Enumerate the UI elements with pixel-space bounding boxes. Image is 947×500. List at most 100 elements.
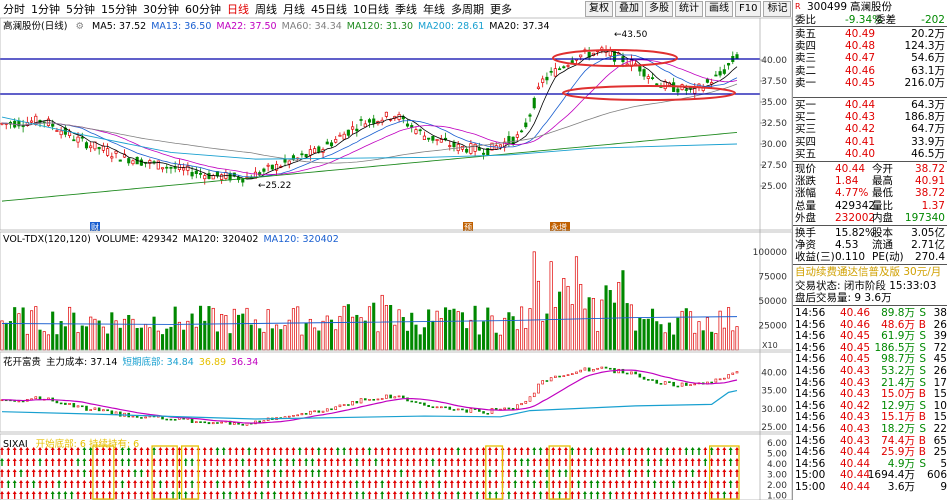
sixai-arrow [272, 491, 277, 499]
period-tab-4[interactable]: 30分钟 [143, 2, 179, 16]
event-marker-label: 财 [91, 222, 99, 232]
sixai-arrow [449, 458, 454, 466]
sixai-arrow [348, 469, 353, 477]
sixai-arrow [139, 447, 144, 455]
event-marker [550, 222, 570, 231]
sixai-arrow [57, 458, 62, 466]
sixai-arrow [418, 469, 423, 477]
sixai-arrow [513, 469, 518, 477]
candle [515, 134, 519, 138]
period-tab-9[interactable]: 45日线 [311, 2, 347, 16]
sixai-arrow [595, 491, 600, 499]
sixai-arrow [354, 480, 359, 488]
sixai-arrow [272, 469, 277, 477]
quote-cell: 46.5万 [911, 147, 945, 160]
main-y-tick: 30.00 [761, 140, 787, 150]
period-tab-3[interactable]: 15分钟 [101, 2, 137, 16]
sixai-arrow [25, 480, 30, 488]
sixai-arrow [310, 447, 315, 455]
candle [608, 50, 612, 57]
sixai-arrow [601, 458, 606, 466]
period-tab-7[interactable]: 周线 [255, 2, 277, 16]
toolbar-button-5[interactable]: F10 [735, 1, 762, 17]
volume-bar [562, 278, 566, 351]
indicator-candle [169, 418, 173, 421]
period-tab-12[interactable]: 年线 [423, 2, 445, 16]
toolbar-button-2[interactable]: 多股 [645, 1, 673, 17]
toolbar-button-1[interactable]: 叠加 [615, 1, 643, 17]
sixai-arrow [557, 469, 562, 477]
candle [160, 167, 165, 170]
indicator-candle [625, 372, 629, 375]
main-chart-title: 高澜股份(日线) [3, 21, 68, 32]
sixai-arrow [0, 469, 4, 477]
highlight-ellipse-top [552, 49, 678, 67]
sixai-arrow [82, 469, 87, 477]
period-tab-5[interactable]: 60分钟 [185, 2, 221, 16]
period-tab-10[interactable]: 10日线 [353, 2, 389, 16]
indicator-candle [714, 378, 718, 383]
sixai-arrow [525, 480, 530, 488]
short-bottom-line [1, 389, 738, 420]
toolbar-button-6[interactable]: 标记 [763, 1, 792, 17]
period-tab-8[interactable]: 月线 [283, 2, 305, 16]
toolbar-button-4[interactable]: 画线 [705, 1, 733, 17]
indicator-candle [89, 409, 93, 411]
sixai-arrow [481, 447, 486, 455]
sixai-arrow [304, 469, 309, 477]
toolbar-button-0[interactable]: 复权 [585, 1, 613, 17]
indicator-candle [165, 418, 169, 421]
sixai-arrow [475, 447, 480, 455]
sixai-arrow [215, 491, 220, 499]
candle [304, 154, 308, 157]
sixai-arrow [551, 480, 556, 488]
indicator-candle [296, 414, 299, 417]
volume-bar [655, 321, 659, 351]
period-tab-13[interactable]: 多周期 [451, 2, 484, 16]
sixai-arrow [506, 491, 511, 499]
quote-cell: 48.6万 [881, 318, 915, 331]
sixai-arrow [614, 469, 619, 477]
event-marker-label: 预 [464, 222, 472, 232]
sixai-arrow [392, 469, 397, 477]
chart-area[interactable]: ←43.50 ←25.22 财 预 永增 40.00 37.50 35.00 32.50 30.… [0, 0, 792, 500]
sixai-highlight [709, 445, 740, 500]
quote-cell: 总量 [795, 199, 816, 212]
sixai-arrow [126, 458, 131, 466]
sixai-arrow [525, 469, 530, 477]
indicator-candle [630, 371, 633, 375]
sixai-arrow [202, 491, 207, 499]
sixai-arrow [538, 480, 543, 488]
sixai-arrow [6, 447, 11, 455]
volume-bar [714, 333, 718, 351]
sixai-arrow [63, 458, 68, 466]
sixai-arrow [329, 480, 334, 488]
sixai-arrow [646, 491, 651, 499]
sixai-arrow [12, 480, 17, 488]
toolbar-button-3[interactable]: 统计 [675, 1, 703, 17]
period-tab-14[interactable]: 更多 [490, 2, 512, 16]
period-tab-0[interactable]: 分时 [3, 2, 25, 16]
indicator-candle [537, 383, 540, 394]
sixai-arrow [665, 491, 670, 499]
period-tab-1[interactable]: 1分钟 [31, 2, 60, 16]
quote-cell[interactable]: 自动续费通达信普及版 30元/月 [795, 266, 942, 278]
candle [718, 71, 722, 76]
period-tab-6[interactable]: 日线 [227, 2, 249, 16]
sixai-arrow [63, 491, 68, 499]
candle [110, 156, 114, 159]
volume-bar [59, 321, 63, 351]
indicator-candle [440, 406, 443, 409]
quote-cell: 40.41 [845, 135, 876, 148]
period-tab-2[interactable]: 5分钟 [66, 2, 95, 16]
sixai-arrow [570, 458, 575, 466]
indicator-candle [634, 371, 637, 375]
period-tab-11[interactable]: 季线 [395, 2, 417, 16]
sixai-arrow [107, 491, 112, 499]
quote-row: 涨幅 4.77% 最低 38.72 [795, 187, 947, 199]
chart-settings-icon[interactable]: ⚙ [75, 21, 84, 32]
indicator-candle [211, 422, 215, 425]
indicator-candle [321, 410, 325, 413]
sixai-arrow [544, 458, 549, 466]
sixai-arrow [240, 458, 245, 466]
